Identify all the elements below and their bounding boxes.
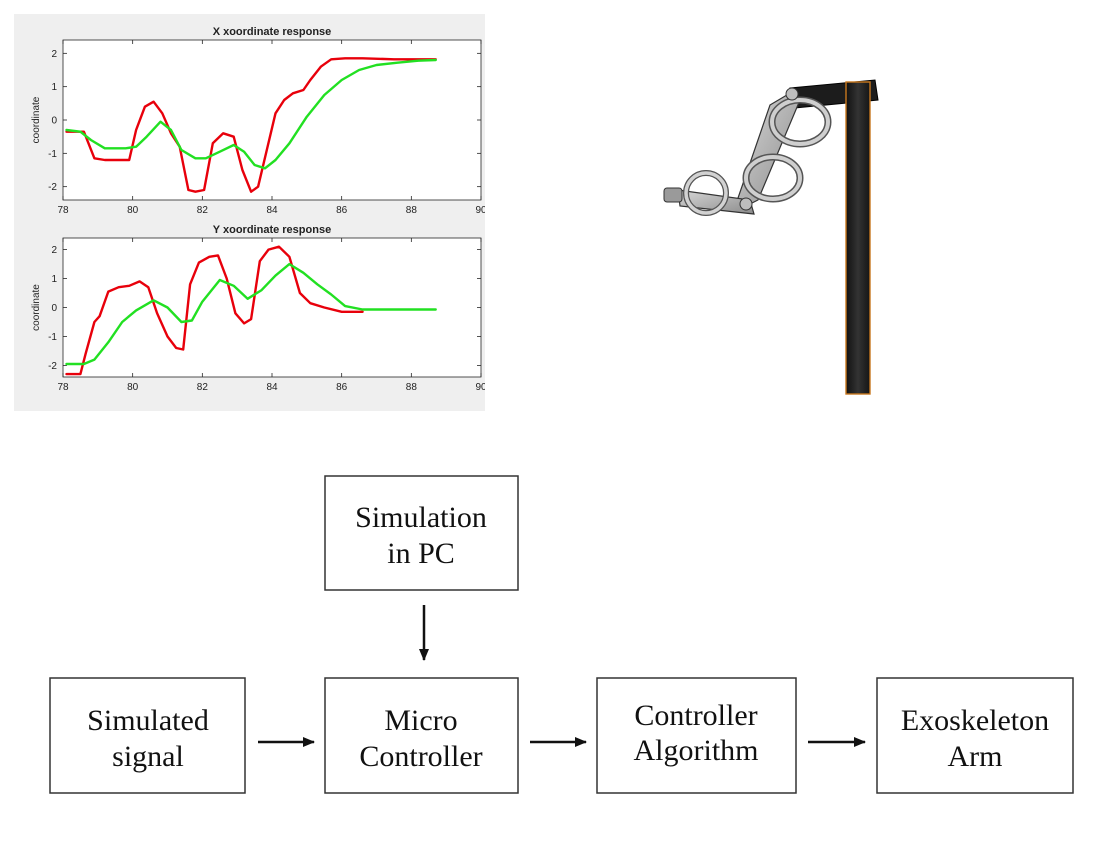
y-tick-label: 0 [51, 116, 57, 127]
chart-1: X xoordinate response 78 80 82 84 86 88 90 -2 -1 0… [31, 26, 487, 216]
y-tick-label: -2 [48, 361, 57, 372]
x-tick-label: 90 [475, 205, 485, 216]
chart-2: Y xoordinate response 78 80 82 84 86 88 90 -2 -1 0… [31, 224, 487, 393]
y-tick-label: 1 [51, 274, 57, 285]
x-tick-label: 78 [57, 382, 69, 393]
y-axis-label: coordinate [31, 96, 42, 143]
box-label-line: Simulated [87, 704, 209, 737]
x-tick-label: 78 [57, 205, 69, 216]
box-simulation-in-pc: Simulation in PC [324, 475, 519, 591]
series-line-red [65, 245, 364, 376]
x-tick-label: 88 [406, 382, 418, 393]
y-tick-label: -1 [48, 332, 57, 343]
y-tick-label: -1 [48, 149, 57, 160]
block-diagram: Simulation in PC Simulated signal Micro … [49, 475, 1074, 794]
box-controller-algorithm: Controller Algorithm [596, 677, 797, 794]
y-tick-label: 0 [51, 303, 57, 314]
chart-title: Y xoordinate response [213, 224, 331, 236]
x-tick-label: 86 [336, 382, 348, 393]
series-line-green [65, 262, 437, 366]
y-tick-label: 2 [51, 245, 57, 256]
box-label-line: Algorithm [634, 734, 759, 767]
x-tick-label: 82 [197, 205, 209, 216]
y-tick-label: 1 [51, 82, 57, 93]
series-line-red [65, 57, 437, 193]
y-tick-label: -2 [48, 182, 57, 193]
box-simulated-signal: Simulated signal [49, 677, 246, 794]
box-label-line: in PC [387, 537, 455, 570]
x-tick-label: 88 [406, 205, 418, 216]
line-charts: X xoordinate response 78 80 82 84 86 88 90 -2 -1 0… [31, 26, 487, 393]
box-label-line: Exoskeleton [901, 704, 1049, 737]
box-label-line: Micro [384, 704, 457, 737]
box-micro-controller: Micro Controller [324, 677, 519, 794]
exoskeleton-arm-render [650, 70, 890, 400]
y-tick-label: 2 [51, 49, 57, 60]
x-tick-label: 84 [266, 382, 278, 393]
y-axis-label: coordinate [31, 284, 42, 331]
x-tick-label: 82 [197, 382, 209, 393]
series-line-green [65, 58, 437, 170]
box-label-line: Controller [359, 740, 482, 773]
x-tick-label: 90 [475, 382, 485, 393]
box-exoskeleton-arm: Exoskeleton Arm [876, 677, 1074, 794]
x-tick-label: 86 [336, 205, 348, 216]
box-label-line: Controller [634, 699, 757, 732]
x-tick-label: 84 [266, 205, 278, 216]
plot-area [62, 237, 482, 378]
box-label-line: Simulation [355, 501, 487, 534]
x-tick-label: 80 [127, 205, 139, 216]
box-label-line: signal [112, 740, 184, 773]
box-label-line: Arm [948, 740, 1003, 773]
plot-area [62, 39, 482, 201]
chart-title: X xoordinate response [213, 26, 332, 38]
chart-panel: X xoordinate response 78 80 82 84 86 88 90 -2 -1 0… [14, 14, 487, 411]
x-tick-label: 80 [127, 382, 139, 393]
